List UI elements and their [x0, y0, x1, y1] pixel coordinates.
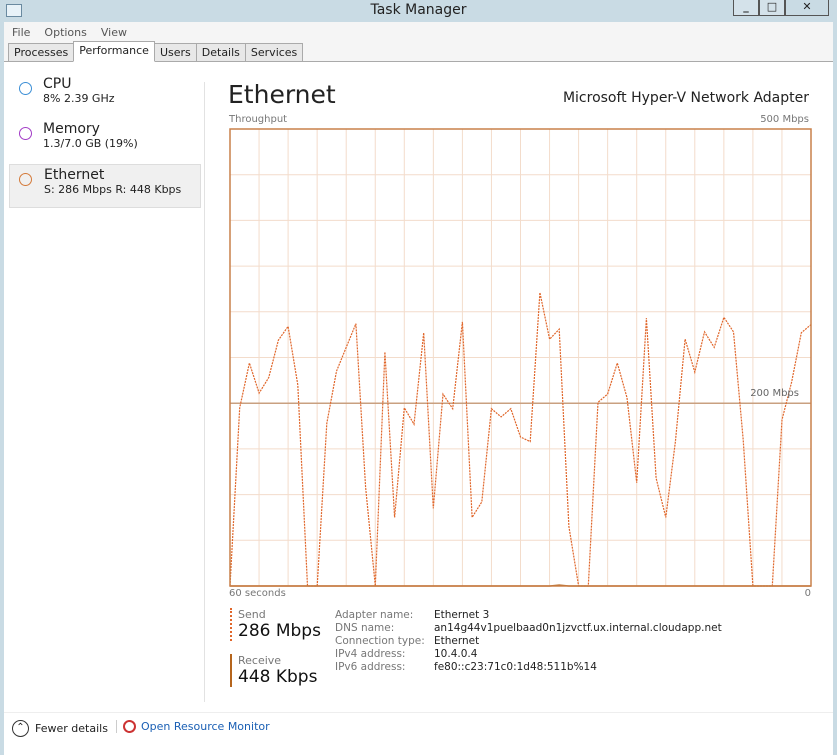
- menu-bar: File Options View: [4, 22, 833, 42]
- time-label: 60 seconds: [229, 588, 286, 599]
- throughput-chart: [229, 128, 812, 587]
- info-value: 10.4.0.4: [434, 648, 478, 660]
- tab-processes[interactable]: Processes: [8, 43, 75, 61]
- sidebar-item-label: Memory: [43, 121, 100, 137]
- menu-file[interactable]: File: [12, 25, 31, 39]
- sidebar-item-sub: 8% 2.39 GHz: [43, 92, 115, 105]
- throughput-label: Throughput: [229, 114, 288, 125]
- info-key: IPv4 address:: [335, 648, 406, 660]
- window-title: Task Manager: [370, 2, 467, 18]
- sidebar-item-ethernet[interactable]: Ethernet S: 286 Mbps R: 448 Kbps: [9, 164, 201, 208]
- sidebar-item-cpu[interactable]: CPU 8% 2.39 GHz: [9, 74, 201, 118]
- close-button[interactable]: ✕: [785, 0, 829, 16]
- title-bar: Task Manager _ □ ✕: [0, 0, 837, 22]
- send-stat: Send 286 Mbps: [230, 608, 321, 641]
- menu-view[interactable]: View: [100, 25, 127, 39]
- minimize-button[interactable]: _: [733, 0, 759, 16]
- tab-users[interactable]: Users: [153, 43, 197, 61]
- tab-services[interactable]: Services: [244, 43, 304, 61]
- info-key: IPv6 address:: [335, 661, 406, 673]
- cpu-circle-icon: [19, 82, 32, 95]
- chevron-up-icon: ⌃: [12, 720, 29, 737]
- sidebar-item-sub: S: 286 Mbps R: 448 Kbps: [44, 183, 182, 196]
- divider: [204, 82, 205, 702]
- chart-border: [229, 128, 812, 587]
- open-resource-monitor-link[interactable]: Open Resource Monitor: [116, 720, 270, 733]
- max-label: 500 Mbps: [760, 114, 809, 125]
- info-key: Adapter name:: [335, 609, 414, 621]
- resource-monitor-icon: [123, 720, 136, 733]
- footer: ⌃ Fewer details Open Resource Monitor: [4, 712, 833, 752]
- memory-circle-icon: [19, 127, 32, 140]
- menu-options[interactable]: Options: [44, 25, 87, 39]
- info-key: DNS name:: [335, 622, 395, 634]
- fewer-details-label: Fewer details: [35, 722, 108, 735]
- sidebar-item-label: Ethernet: [44, 167, 105, 183]
- zero-label: 0: [804, 588, 811, 599]
- info-value: Ethernet: [434, 635, 480, 647]
- window-body: File Options View Processes Performance …: [4, 22, 833, 755]
- info-value: Ethernet 3: [434, 609, 490, 621]
- maximize-button[interactable]: □: [759, 0, 785, 16]
- adapter-name-title: Microsoft Hyper-V Network Adapter: [562, 90, 809, 106]
- fewer-details-button[interactable]: ⌃ Fewer details: [12, 720, 108, 737]
- open-resource-monitor-label: Open Resource Monitor: [141, 720, 270, 733]
- page-title: Ethernet: [228, 80, 336, 109]
- receive-value: 448 Kbps: [238, 667, 318, 687]
- info-key: Connection type:: [335, 635, 425, 647]
- info-value: fe80::c23:71c0:1d48:511b%14: [434, 661, 597, 673]
- send-value: 286 Mbps: [238, 621, 321, 641]
- send-series-line: [229, 292, 812, 587]
- mid-label: 200 Mbps: [750, 388, 799, 399]
- ethernet-circle-icon: [19, 173, 32, 186]
- send-label: Send: [238, 608, 266, 621]
- receive-label: Receive: [238, 654, 282, 667]
- receive-stat: Receive 448 Kbps: [230, 654, 317, 687]
- sidebar-item-label: CPU: [43, 76, 72, 92]
- adapter-info: Adapter name: Ethernet 3 DNS name: an14g44…: [335, 609, 722, 673]
- tab-bar: Processes Performance Users Details Serv…: [4, 41, 833, 62]
- task-manager-icon: [6, 4, 22, 17]
- tab-details[interactable]: Details: [195, 43, 246, 61]
- tab-performance[interactable]: Performance: [73, 41, 155, 62]
- sidebar-item-memory[interactable]: Memory 1.3/7.0 GB (19%): [9, 119, 201, 163]
- info-value: an14g44v1puelbaad0n1jzvctf.ux.internal.c…: [434, 622, 722, 634]
- sidebar-item-sub: 1.3/7.0 GB (19%): [43, 137, 138, 150]
